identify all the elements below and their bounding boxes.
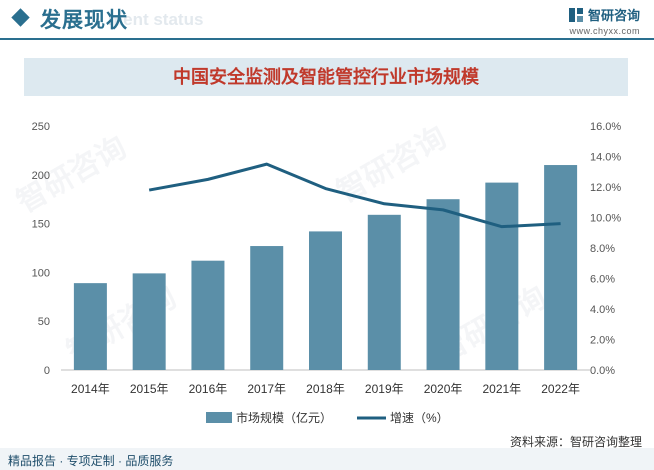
y-right-tick-label: 14.0% bbox=[590, 152, 621, 164]
section-title: 发展现状 bbox=[40, 9, 128, 32]
y-left-tick-label: 0 bbox=[44, 365, 50, 377]
footer-tagline: 精品报告 · 专项定制 · 品质服务 bbox=[8, 454, 174, 468]
brand-name: 智研咨询 bbox=[587, 8, 640, 23]
footer: 精品报告 · 专项定制 · 品质服务 bbox=[0, 448, 654, 470]
y-right-tick-label: 0.0% bbox=[590, 365, 615, 377]
header: ment status 发展现状 智研咨询 www.chyxx.com bbox=[0, 0, 654, 40]
x-tick-label: 2017年 bbox=[247, 382, 286, 396]
y-left-tick-label: 200 bbox=[32, 170, 50, 182]
brand: 智研咨询 www.chyxx.com bbox=[568, 5, 640, 36]
section-subtitle: ment status bbox=[108, 10, 204, 29]
y-left-tick-label: 150 bbox=[32, 219, 50, 231]
bar bbox=[426, 199, 460, 370]
y-right-tick-label: 10.0% bbox=[590, 213, 621, 225]
bar bbox=[367, 214, 401, 370]
chart: 0 50 100 150 200 250 0.0% 2.0% 4.0% 6.0% 8.0% 10.0%… bbox=[32, 121, 622, 425]
bar bbox=[191, 260, 225, 370]
legend-bar-swatch bbox=[206, 412, 232, 423]
bar bbox=[73, 283, 107, 370]
x-tick-label: 2019年 bbox=[365, 382, 404, 396]
y-right-tick-label: 12.0% bbox=[590, 182, 621, 194]
y-left-tick-label: 50 bbox=[38, 316, 50, 328]
brand-logo-icon bbox=[568, 7, 583, 22]
bar bbox=[544, 165, 578, 370]
brand-url: www.chyxx.com bbox=[569, 26, 640, 36]
bar bbox=[309, 231, 342, 370]
y-right-tick-label: 8.0% bbox=[590, 243, 615, 255]
bar bbox=[132, 273, 166, 370]
x-tick-label: 2016年 bbox=[189, 382, 228, 396]
legend-bar-label: 市场规模（亿元） bbox=[236, 410, 332, 425]
source-note: 资料来源：智研咨询整理 bbox=[509, 435, 642, 449]
y-right-tick-label: 6.0% bbox=[590, 274, 615, 286]
y-left-tick-label: 250 bbox=[32, 121, 50, 133]
header-divider bbox=[0, 38, 654, 40]
x-tick-label: 2014年 bbox=[71, 382, 110, 396]
x-tick-label: 2020年 bbox=[424, 382, 463, 396]
chart-title: 中国安全监测及智能管控行业市场规模 bbox=[173, 67, 479, 87]
legend-line-label: 增速（%） bbox=[390, 411, 449, 425]
x-tick-label: 2015年 bbox=[130, 382, 169, 396]
x-tick-label: 2018年 bbox=[306, 382, 345, 396]
bar bbox=[485, 182, 519, 370]
x-tick-label: 2021年 bbox=[482, 382, 521, 396]
y-left-tick-label: 100 bbox=[32, 267, 50, 279]
y-right-tick-label: 16.0% bbox=[590, 121, 621, 133]
bar bbox=[250, 246, 284, 370]
growth-line bbox=[148, 162, 561, 229]
y-right-tick-label: 4.0% bbox=[590, 304, 615, 316]
chart-title-band: 中国安全监测及智能管控行业市场规模 bbox=[24, 58, 628, 96]
y-right-tick-label: 2.0% bbox=[590, 335, 615, 347]
x-tick-label: 2022年 bbox=[541, 382, 580, 396]
